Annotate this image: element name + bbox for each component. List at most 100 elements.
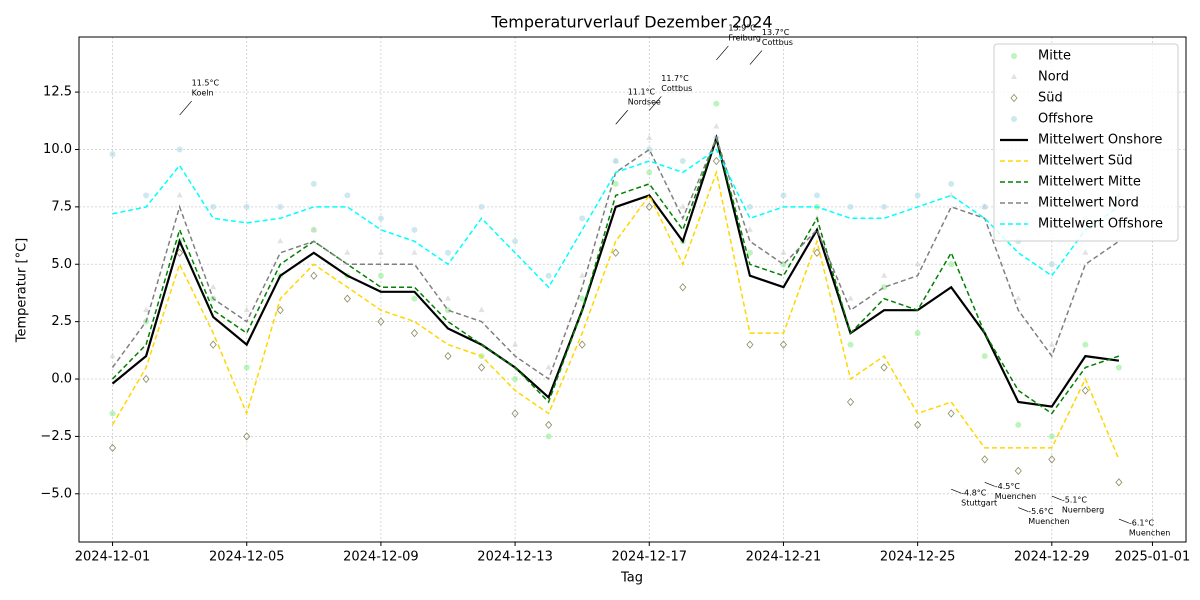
scatter-point <box>914 260 921 267</box>
annotation-text: 11.1°C <box>628 88 656 97</box>
annotation-text: 11.7°C <box>661 74 689 83</box>
scatter-point <box>1048 433 1055 440</box>
scatter-point <box>914 330 921 337</box>
y-tick-label: 5.0 <box>51 257 72 272</box>
legend-label: Nord <box>1038 70 1069 85</box>
annotation-place: Freiburg <box>728 33 761 42</box>
legend-marker <box>1011 116 1017 122</box>
scatter-point <box>646 134 653 140</box>
scatter-point <box>746 249 753 256</box>
annotation-text: -5.6°C <box>1028 507 1054 516</box>
chart-title: Temperaturverlauf Dezember 2024 <box>490 13 772 32</box>
legend-label: Mittelwert Mitte <box>1038 175 1141 190</box>
annotation-text: 11.5°C <box>192 79 220 88</box>
scatter-point <box>1082 341 1089 348</box>
line-series <box>111 135 1120 381</box>
scatter-point <box>1115 364 1122 371</box>
scatter-point <box>847 295 854 301</box>
x-tick-label: 2024-12-29 <box>1014 550 1090 565</box>
scatter-point <box>445 249 451 256</box>
scatter-point <box>310 271 318 280</box>
annotation-place: Stuttgart <box>961 499 997 508</box>
annotation-arrow <box>1051 495 1062 501</box>
scatter-point <box>847 397 855 407</box>
scatter-point <box>881 272 888 278</box>
annotation-place: Muenchen <box>995 492 1036 501</box>
legend-label: Mittelwert Onshore <box>1038 133 1162 148</box>
scatter-point <box>713 123 720 129</box>
scatter-point <box>109 151 116 158</box>
scatter-point <box>545 420 553 430</box>
scatter-point <box>914 420 922 430</box>
annotation-text: -6.1°C <box>1129 519 1155 528</box>
legend: Mitte Nord Süd Offshore Mittelwert Onshore Mi… <box>993 43 1179 242</box>
annotation-text: 13.7°C <box>762 28 790 37</box>
scatter-point <box>1081 386 1089 395</box>
scatter-point <box>277 237 284 244</box>
legend-box <box>993 43 1179 242</box>
scatter-point <box>612 157 619 164</box>
legend-marker <box>1011 73 1017 79</box>
scatter-point <box>445 295 451 301</box>
scatter-point <box>444 351 452 361</box>
annotation-arrow <box>179 100 192 116</box>
scatter-point <box>847 203 854 210</box>
scatter-point <box>1048 261 1055 268</box>
scatter-point <box>109 443 117 453</box>
scatter-point <box>512 376 519 383</box>
scatter-point <box>880 363 888 372</box>
legend-label: Offshore <box>1038 112 1093 127</box>
scatter-point <box>646 169 653 176</box>
annotation-place: Koeln <box>192 89 214 98</box>
y-tick-label: 0.0 <box>51 372 72 387</box>
annotation-arrow <box>984 481 995 487</box>
scatter-point <box>579 215 586 222</box>
line-series <box>111 169 1120 460</box>
scatter-point <box>981 455 989 464</box>
scatter-point <box>881 203 888 210</box>
scatter-point <box>243 306 250 313</box>
annotation-arrow <box>1118 518 1130 524</box>
scatter-point <box>377 317 385 326</box>
plot-frame <box>78 36 1187 543</box>
scatter-point <box>210 203 217 210</box>
annotation-text: 13.9°C <box>728 23 756 32</box>
scatter-point <box>142 374 150 384</box>
scatter-point <box>310 180 317 187</box>
scatter-point <box>1014 466 1022 475</box>
annotation-arrow <box>649 96 662 111</box>
y-tick-label: 2.5 <box>51 314 72 329</box>
scatter-point <box>176 146 183 153</box>
scatter-point <box>377 272 384 279</box>
y-tick-label: −2.5 <box>40 429 72 444</box>
scatter-point <box>243 203 250 210</box>
scatter-point <box>410 328 418 338</box>
line-series <box>111 133 1120 408</box>
scatter-point <box>545 364 552 370</box>
x-axis-label: Tag <box>620 571 643 586</box>
scatter-point <box>478 306 485 313</box>
scatter-point <box>209 340 217 349</box>
x-tick-label: 2024-12-01 <box>75 550 151 565</box>
scatter-point <box>679 157 686 164</box>
scatter-point <box>746 226 753 232</box>
scatter-point <box>813 248 821 257</box>
legend-label: Mittelwert Offshore <box>1038 217 1163 232</box>
annotation-text: -5.1°C <box>1062 496 1088 505</box>
scatter-point <box>814 192 820 199</box>
x-tick-label: 2024-12-17 <box>611 550 687 565</box>
line-series <box>112 148 1120 289</box>
scatter-point <box>377 215 384 222</box>
annotation-place: Muenchen <box>1028 517 1069 526</box>
scatter-point <box>948 180 955 187</box>
scatter-point <box>712 156 720 166</box>
scatter-point <box>1015 421 1022 428</box>
annotation-text: -4.5°C <box>995 482 1021 491</box>
scatter-point <box>1015 295 1022 301</box>
y-tick-label: 12.5 <box>43 85 72 100</box>
scatter-point <box>981 203 988 210</box>
scatter-point <box>210 283 217 290</box>
scatter-point <box>411 295 418 302</box>
x-tick-label: 2024-12-13 <box>477 550 553 565</box>
annotation-arrow <box>615 109 628 125</box>
